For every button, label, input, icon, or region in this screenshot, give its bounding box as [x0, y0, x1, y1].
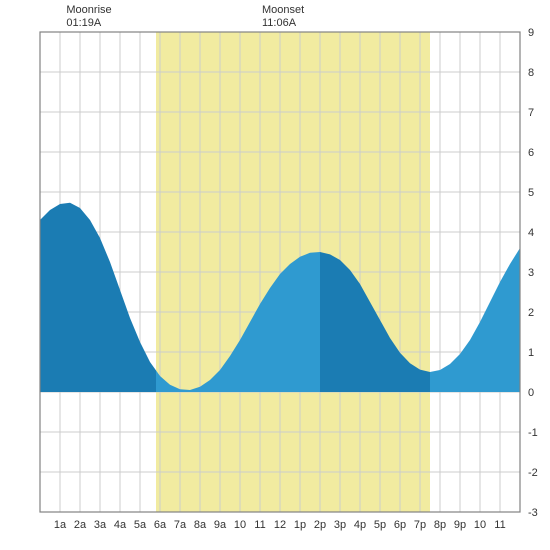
moonrise-time: 01:19A — [66, 17, 111, 30]
x-tick-label: 7a — [174, 519, 187, 531]
tide-chart-container: Moonrise 01:19A Moonset 11:06A -3-2-1012… — [0, 0, 550, 550]
x-tick-label: 11 — [254, 519, 265, 531]
y-tick-label: 4 — [528, 227, 534, 239]
moonset-annotation: Moonset 11:06A — [262, 4, 304, 30]
x-tick-label: 5a — [134, 519, 147, 531]
x-tick-label: 10 — [234, 519, 246, 531]
y-tick-label: 7 — [528, 107, 534, 119]
x-tick-label: 2a — [74, 519, 87, 531]
x-tick-label: 8p — [434, 519, 446, 531]
y-tick-label: 1 — [528, 347, 534, 359]
x-tick-label: 3p — [334, 519, 346, 531]
y-tick-label: 2 — [528, 307, 534, 319]
x-tick-label: 6a — [154, 519, 167, 531]
moonrise-label: Moonrise — [66, 4, 111, 17]
x-tick-label: 10 — [474, 519, 486, 531]
x-tick-label: 3a — [94, 519, 107, 531]
x-tick-label: 5p — [374, 519, 386, 531]
y-tick-label: 8 — [528, 67, 534, 79]
y-tick-label: -1 — [528, 427, 538, 439]
x-tick-label: 9p — [454, 519, 466, 531]
y-tick-label: 3 — [528, 267, 534, 279]
x-tick-label: 7p — [414, 519, 426, 531]
y-tick-label: -3 — [528, 507, 538, 519]
x-tick-label: 12 — [274, 519, 286, 531]
x-tick-label: 8a — [194, 519, 207, 531]
x-tick-label: 1p — [294, 519, 306, 531]
x-tick-label: 2p — [314, 519, 326, 531]
x-tick-label: 4a — [114, 519, 127, 531]
y-tick-label: 9 — [528, 27, 534, 39]
moonset-label: Moonset — [262, 4, 304, 17]
y-tick-label: 5 — [528, 187, 534, 199]
moonset-time: 11:06A — [262, 17, 304, 30]
x-tick-label: 9a — [214, 519, 227, 531]
tide-chart-svg: -3-2-101234567891a2a3a4a5a6a7a8a9a101112… — [0, 0, 550, 550]
y-tick-label: 6 — [528, 147, 534, 159]
moonrise-annotation: Moonrise 01:19A — [66, 4, 111, 30]
y-tick-label: -2 — [528, 467, 538, 479]
y-tick-label: 0 — [528, 387, 534, 399]
x-tick-label: 1a — [54, 519, 67, 531]
x-tick-label: 11 — [494, 519, 505, 531]
x-tick-label: 6p — [394, 519, 406, 531]
x-tick-label: 4p — [354, 519, 366, 531]
